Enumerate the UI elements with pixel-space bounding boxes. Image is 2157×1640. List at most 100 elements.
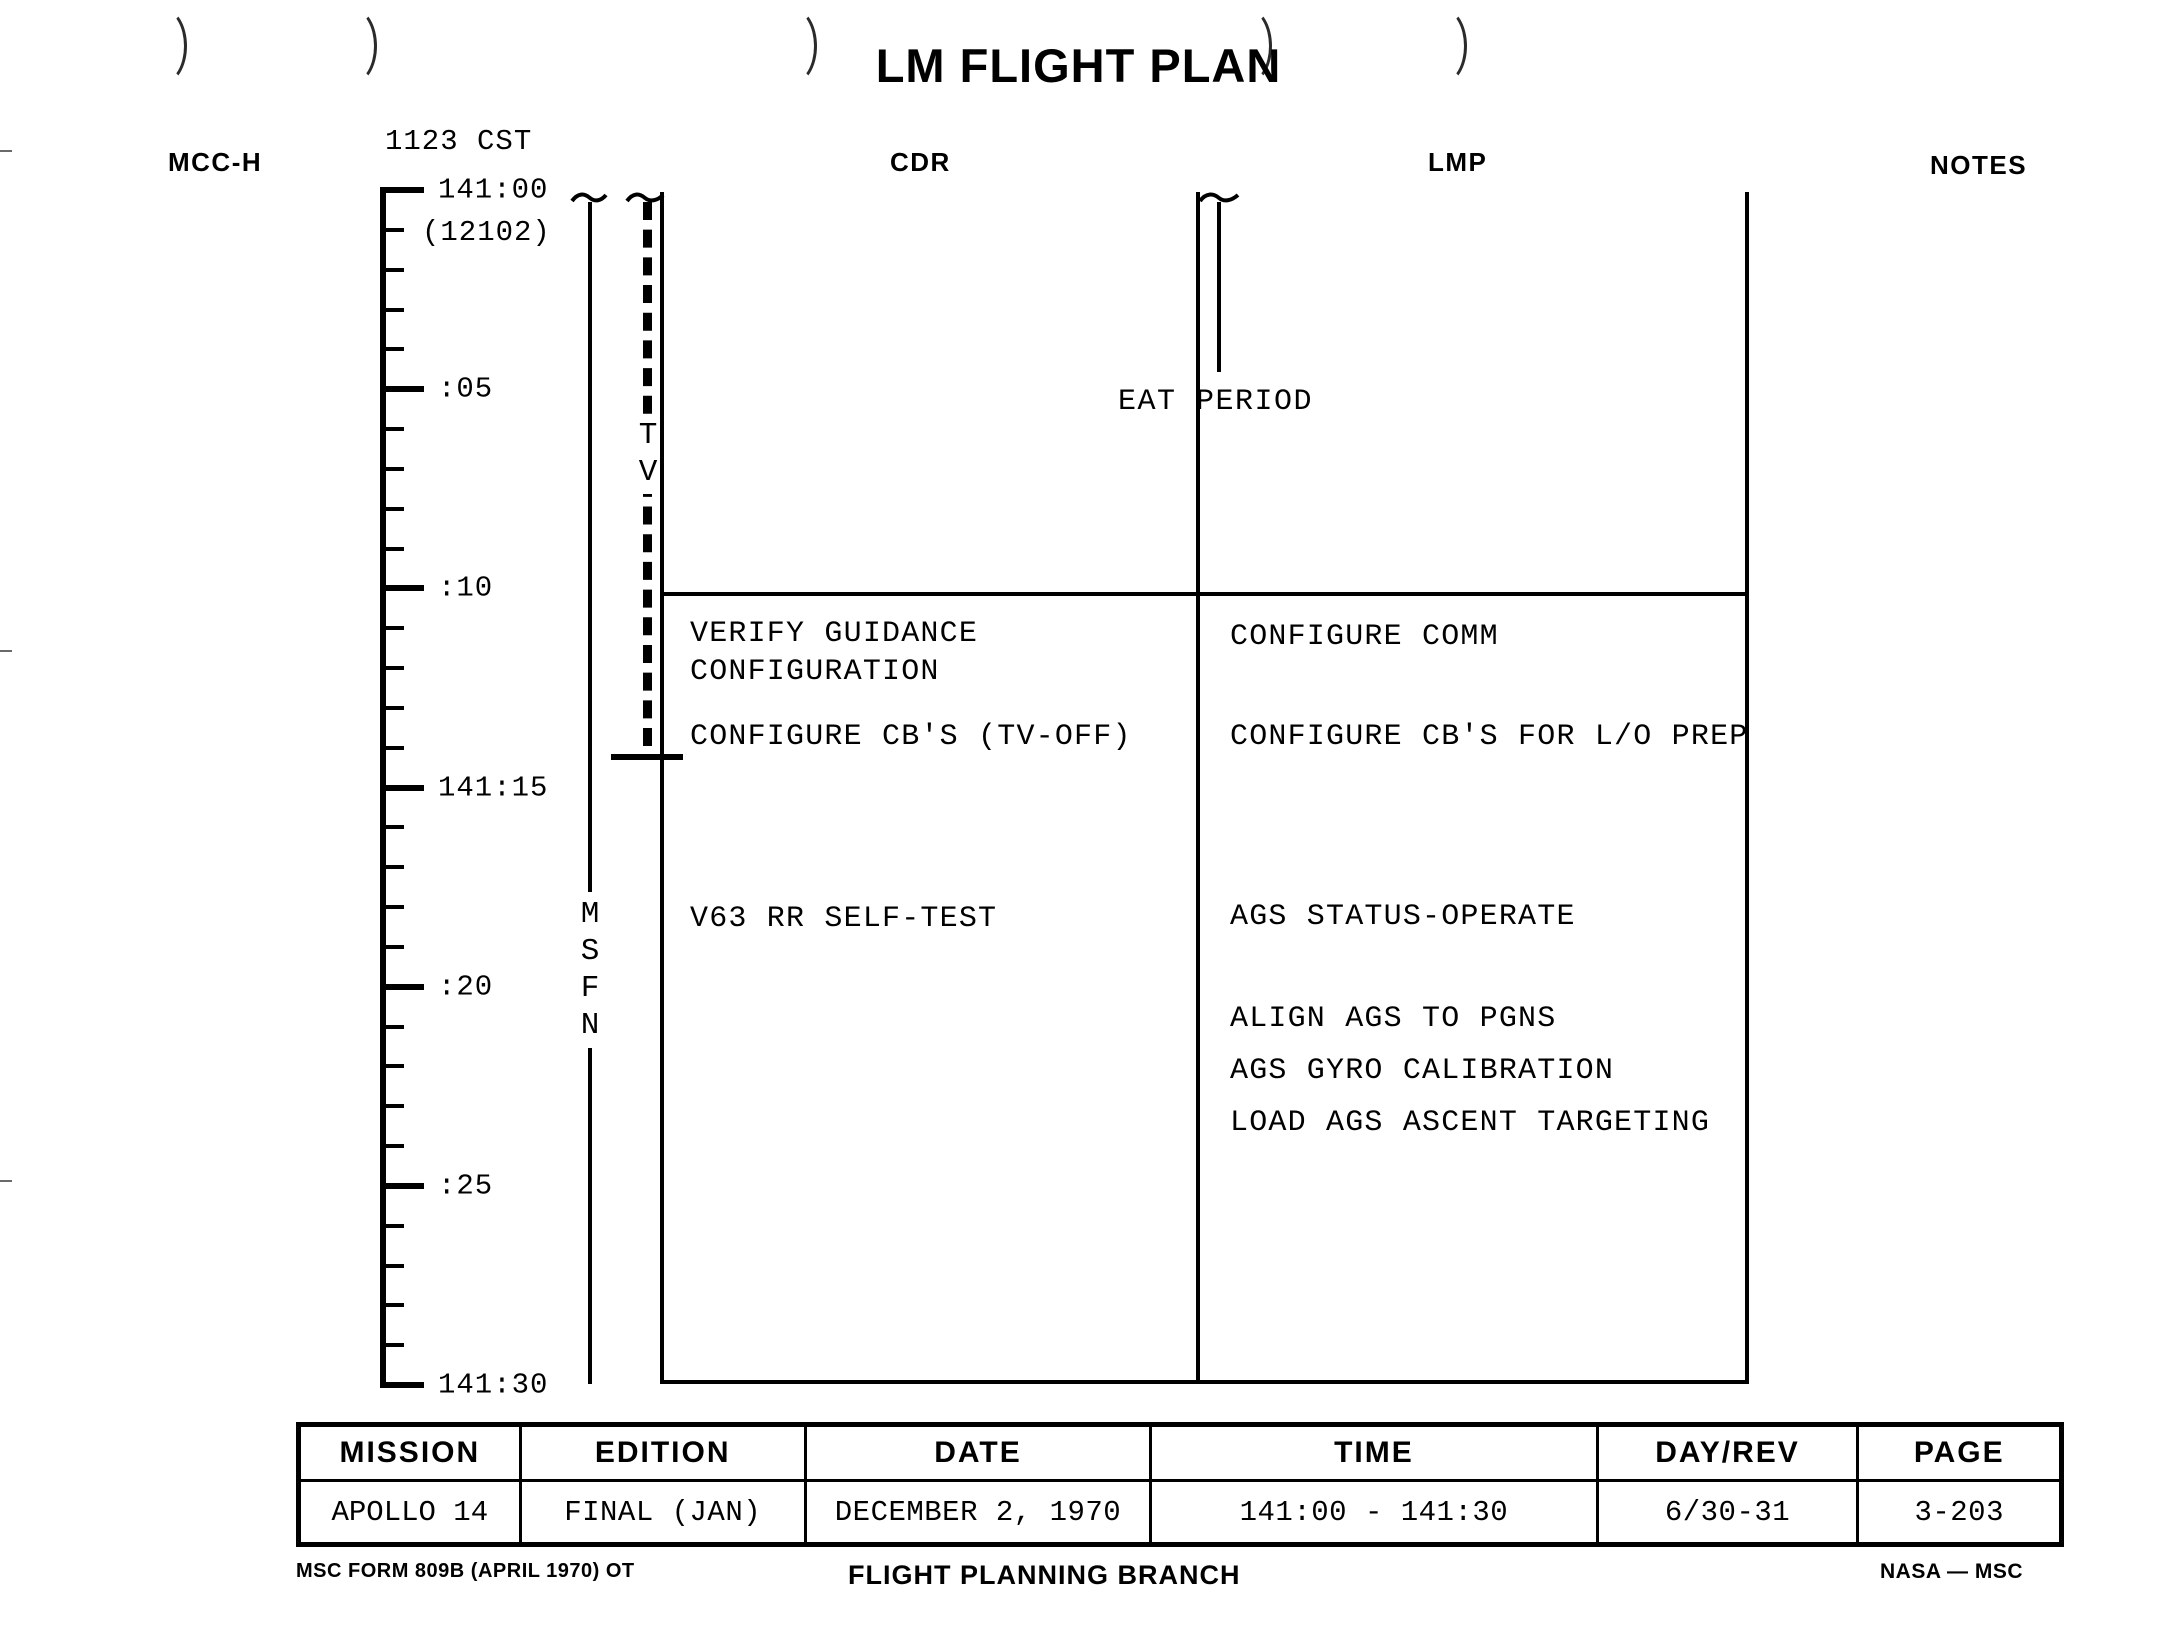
timeline-major-tick: [380, 187, 424, 193]
punch-hole-arc-4: [1225, 8, 1272, 84]
table-header-row: MISSION EDITION DATE TIME DAY/REV PAGE: [297, 1423, 2063, 1482]
timeline-major-tick: [380, 386, 424, 393]
timeline-minor-tick: [380, 546, 404, 551]
footer-agency-label: NASA — MSC: [1880, 1560, 2024, 1583]
msfn-letter-s: S: [580, 934, 600, 969]
table-header-time: TIME: [1149, 1423, 1599, 1482]
table-header-edition: EDITION: [518, 1423, 807, 1482]
timeline-minor-tick: [380, 1064, 404, 1069]
timeline-tick-label: 141:15: [438, 771, 549, 804]
eat-marker-stem: [1217, 202, 1221, 372]
timeline-minor-tick: [380, 865, 404, 870]
column-header-notes: NOTES: [1930, 150, 2028, 180]
timeline-minor-tick: [380, 267, 404, 272]
tv-letter-v: V: [638, 455, 658, 490]
timeline-minor-tick: [380, 745, 404, 750]
timeline-minor-tick: [380, 1024, 404, 1029]
timeline-minor-tick: [380, 307, 404, 312]
lmp-activity-entry: AGS STATUS-OPERATE: [1230, 900, 1576, 934]
scan-edge-mark-bottom: [0, 1180, 12, 1182]
timeline-major-tick: [380, 1382, 424, 1388]
timeline-minor-tick: [380, 626, 404, 631]
msfn-letter-n: N: [580, 1008, 600, 1043]
punch-hole-arc-2: [330, 8, 377, 84]
timeline-tick-label: :05: [438, 372, 494, 406]
column-header-mcch: MCC-H: [168, 147, 263, 177]
timeline-minor-tick: [380, 1343, 404, 1348]
timeline-tick-label: :25: [438, 1169, 494, 1203]
eat-period-label: EAT PERIOD: [1118, 385, 1314, 419]
table-header-page: PAGE: [1856, 1423, 2063, 1482]
timeline-tick-label: 141:30: [438, 1368, 549, 1402]
timeline-tick-label: :20: [438, 970, 494, 1004]
table-cell-time: 141:00 - 141:30: [1149, 1479, 1599, 1546]
lmp-activity-entry: CONFIGURE COMM: [1230, 620, 1499, 654]
timeline-minor-tick: [380, 1223, 404, 1228]
activity-top-divider-rule: [660, 592, 1749, 596]
timeline-major-tick: [380, 784, 424, 791]
timeline-tick-label: :10: [438, 571, 494, 605]
footer-form-number: MSC FORM 809B (APRIL 1970) OT: [296, 1560, 635, 1582]
lmp-activity-entry: ALIGN AGS TO PGNS: [1230, 1002, 1557, 1036]
cdr-activity-entry: V63 RR SELF-TEST: [690, 902, 998, 936]
timeline-minor-tick: [380, 1144, 404, 1148]
footer-branch-name: FLIGHT PLANNING BRANCH: [848, 1560, 1241, 1590]
punch-hole-arc-5: [1420, 8, 1467, 84]
timeline-ge-note: (12102): [422, 216, 551, 249]
tv-bar-end-cap: [611, 754, 683, 760]
lmp-activity-entry: AGS GYRO CALIBRATION: [1230, 1054, 1615, 1088]
timeline-minor-tick: [380, 427, 404, 431]
page-title: LM FLIGHT PLAN: [0, 38, 2157, 93]
cdr-activity-entry: VERIFY GUIDANCE CONFIGURATION: [690, 617, 979, 689]
timeline-minor-tick: [380, 666, 404, 670]
lmp-activity-entry: CONFIGURE CB'S FOR L/O PREP: [1230, 720, 1749, 754]
timeline-major-tick: [380, 983, 424, 990]
column-header-cdr: CDR: [890, 147, 951, 177]
timeline-minor-tick: [380, 347, 404, 352]
timeline-minor-tick: [380, 506, 404, 511]
mission-data-table: MISSION EDITION DATE TIME DAY/REV PAGE A…: [296, 1422, 2064, 1547]
timeline-minor-tick: [380, 1303, 404, 1308]
tv-bar-hook-icon: [625, 192, 665, 203]
timeline-minor-tick: [380, 905, 404, 909]
tv-letter-t: T: [638, 418, 658, 453]
lmp-column-left-rule: [1196, 192, 1200, 1384]
timeline-minor-tick: [380, 825, 404, 830]
table-cell-edition: FINAL (JAN): [518, 1479, 807, 1546]
table-header-date: DATE: [803, 1423, 1153, 1482]
timeline-minor-tick: [380, 944, 404, 949]
table-row: APOLLO 14 FINAL (JAN) DECEMBER 2, 1970 1…: [297, 1479, 2063, 1546]
table-cell-mission: APOLLO 14: [297, 1479, 522, 1546]
table-header-mission: MISSION: [297, 1423, 522, 1482]
table-cell-date: DECEMBER 2, 1970: [803, 1479, 1153, 1546]
eat-marker-hook-icon: [1198, 192, 1240, 203]
msfn-bar-hook-icon: [570, 192, 608, 203]
timeline-scale: 141:00 :05 :10 141:15 :20 :25 141:30 (12102): [380, 174, 550, 1402]
msfn-bar-label: M S F N: [570, 892, 610, 1048]
msfn-letter-m: M: [580, 897, 600, 932]
timeline-minor-tick: [380, 227, 404, 232]
scan-edge-mark-top: [0, 150, 12, 152]
table-cell-page: 3-203: [1856, 1479, 2063, 1546]
timeline-minor-tick: [380, 466, 404, 471]
eat-period-marker: [1198, 192, 1244, 372]
msfn-bar-stem: [588, 202, 592, 1384]
activity-bottom-rule: [660, 1380, 1749, 1384]
page-title-text: LM FLIGHT PLAN: [875, 39, 1282, 92]
timeline-minor-tick: [380, 1263, 404, 1268]
table-cell-dayrev: 6/30-31: [1595, 1479, 1860, 1546]
table-header-dayrev: DAY/REV: [1595, 1423, 1860, 1482]
scan-edge-mark-mid: [0, 650, 12, 652]
msfn-letter-f: F: [580, 971, 600, 1006]
timeline-major-tick: [380, 1182, 424, 1189]
punch-hole-arc-3: [770, 8, 817, 84]
msfn-coverage-bar: M S F N: [570, 192, 610, 1384]
timeline-major-tick: [380, 585, 424, 592]
column-header-lmp: LMP: [1428, 147, 1488, 177]
timeline-tick-label: 141:00: [438, 173, 549, 207]
activity-grid: [660, 192, 1749, 1384]
cst-clock-label: 1123 CST: [385, 125, 533, 158]
timeline-minor-tick: [380, 1104, 404, 1109]
timeline-minor-tick: [380, 705, 404, 710]
cdr-activity-entry: CONFIGURE CB'S (TV-OFF): [690, 720, 1132, 754]
